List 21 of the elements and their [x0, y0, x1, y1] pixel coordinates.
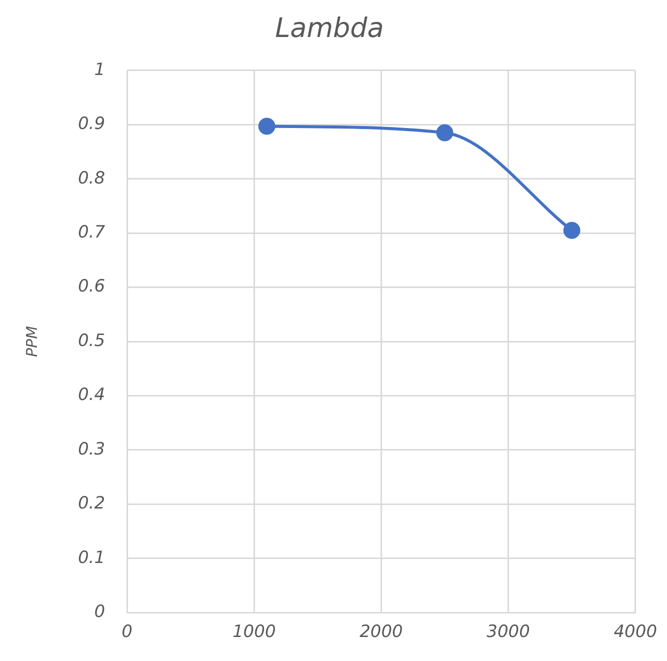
x-tick-label: 0 — [122, 622, 132, 642]
x-tick-label: 1000 — [232, 622, 276, 642]
point — [258, 118, 276, 135]
y-tick-label: 0.6 — [78, 276, 106, 297]
x-tick-label: 2000 — [360, 622, 403, 642]
y-tick-label: 0.9 — [78, 114, 106, 134]
x-tick-label: 3000 — [486, 622, 530, 642]
y-tick-label: 0.2 — [78, 494, 106, 514]
y-tick-label: 0.7 — [78, 222, 106, 242]
x-tick-label: 4000 — [614, 622, 657, 642]
point — [436, 124, 454, 142]
y-tick-label: 0.4 — [78, 385, 106, 406]
y-axis-title: PPM — [22, 326, 41, 358]
chart-title: Lambda — [275, 13, 384, 44]
y-tick-label: 0.8 — [78, 168, 106, 188]
y-tick-label: 0 — [94, 602, 106, 622]
y-tick-label: 1 — [94, 60, 106, 80]
y-tick-label: 0.3 — [78, 439, 106, 460]
y-tick-label: 0.5 — [78, 330, 106, 351]
y-tick-label: 0.1 — [78, 548, 106, 568]
point — [563, 222, 580, 239]
